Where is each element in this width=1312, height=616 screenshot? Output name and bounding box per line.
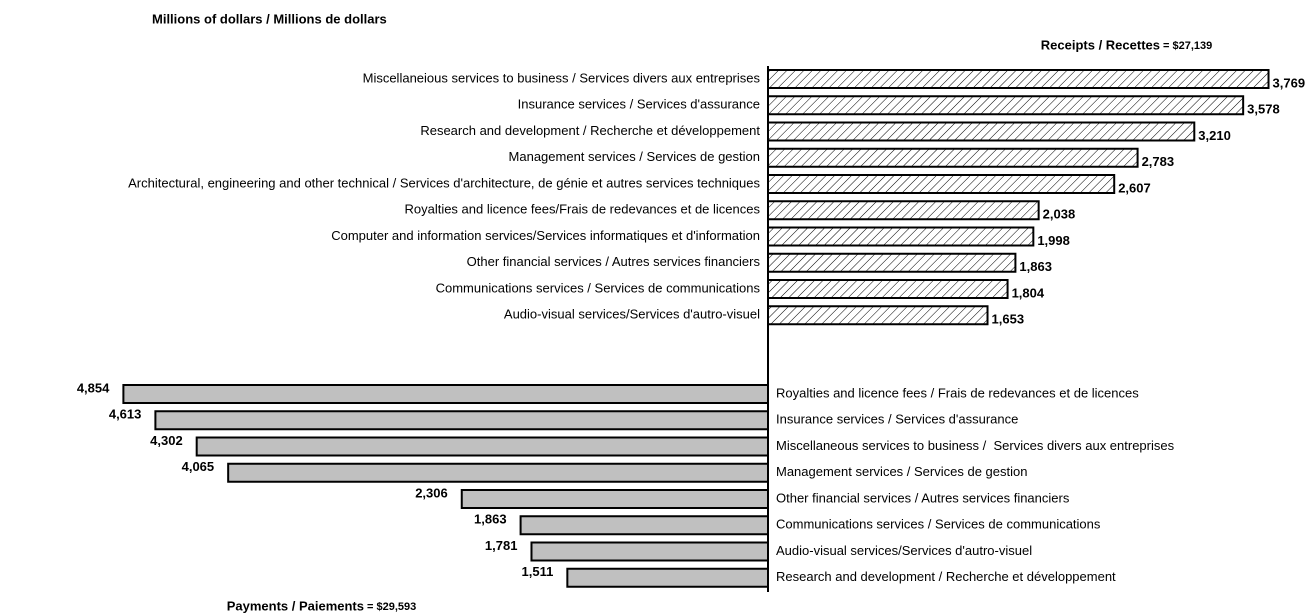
bar: [767, 252, 1017, 273]
category-label: Insurance services / Services d'assuranc…: [518, 97, 760, 112]
bar: [767, 174, 1116, 194]
value-label: 4,065: [182, 459, 215, 474]
series-total: = $29,593: [367, 601, 416, 613]
category-label: Audio-visual services/Services d'autro-v…: [776, 543, 1032, 558]
category-label: Other financial services / Autres servic…: [776, 490, 1070, 505]
bar: [767, 279, 1009, 299]
value-label: 3,578: [1247, 102, 1280, 117]
chart-title: Millions of dollars / Millions de dollar…: [152, 11, 387, 26]
value-label: 1,998: [1037, 233, 1070, 248]
bar: [767, 147, 1139, 168]
category-label: Miscellaneous services to business / Ser…: [776, 438, 1175, 453]
value-label: 1,863: [474, 512, 507, 527]
category-label: Miscellaneious services to business / Se…: [363, 70, 761, 85]
value-label: 4,613: [109, 407, 142, 422]
series-label: Payments / Paiements: [227, 598, 364, 613]
value-label: 1,863: [1019, 259, 1052, 274]
value-label: 1,511: [522, 564, 554, 579]
category-label: Communications services / Services de co…: [436, 280, 761, 295]
category-label: Management services / Services de gestio…: [776, 464, 1027, 479]
bar: [519, 515, 770, 536]
value-label: 1,653: [992, 312, 1025, 327]
value-label: 4,854: [77, 380, 110, 395]
value-label: 1,804: [1012, 285, 1045, 300]
bar: [767, 226, 1035, 247]
value-label: 1,781: [485, 538, 518, 553]
category-label: Other financial services / Autres servic…: [467, 254, 761, 269]
category-label: Insurance services / Services d'assuranc…: [776, 412, 1018, 427]
value-label: 2,038: [1043, 207, 1076, 222]
bar: [767, 95, 1245, 116]
bar: [530, 541, 770, 562]
category-label: Royalties and licence fees / Frais de re…: [776, 385, 1139, 400]
bar: [767, 69, 1270, 89]
bar: [227, 462, 769, 483]
series-total: = $27,139: [1163, 40, 1212, 52]
value-label: 2,306: [415, 485, 448, 500]
bar: [767, 305, 989, 326]
bar: [195, 436, 769, 457]
value-label: 4,302: [150, 433, 183, 448]
category-label: Computer and information services/Servic…: [331, 228, 760, 243]
category-label: Audio-visual services/Services d'autro-v…: [504, 307, 760, 322]
value-label: 2,783: [1142, 154, 1175, 169]
series-label: Receipts / Recettes: [1041, 37, 1160, 52]
category-label: Communications services / Services de co…: [776, 517, 1101, 532]
category-label: Research and development / Recherche et …: [776, 569, 1116, 584]
category-label: Management services / Services de gestio…: [509, 149, 760, 164]
bar: [767, 121, 1196, 142]
bar: [566, 567, 769, 588]
category-label: Research and development / Recherche et …: [420, 123, 760, 138]
bar: [767, 200, 1040, 221]
bar: [460, 489, 769, 509]
value-label: 3,210: [1198, 128, 1231, 143]
value-label: 2,607: [1118, 180, 1151, 195]
value-label: 3,769: [1273, 75, 1306, 90]
category-label: Architectural, engineering and other tec…: [128, 175, 760, 190]
bar: [154, 410, 769, 431]
bar: [122, 384, 770, 404]
category-label: Royalties and licence fees/Frais de rede…: [404, 202, 760, 217]
